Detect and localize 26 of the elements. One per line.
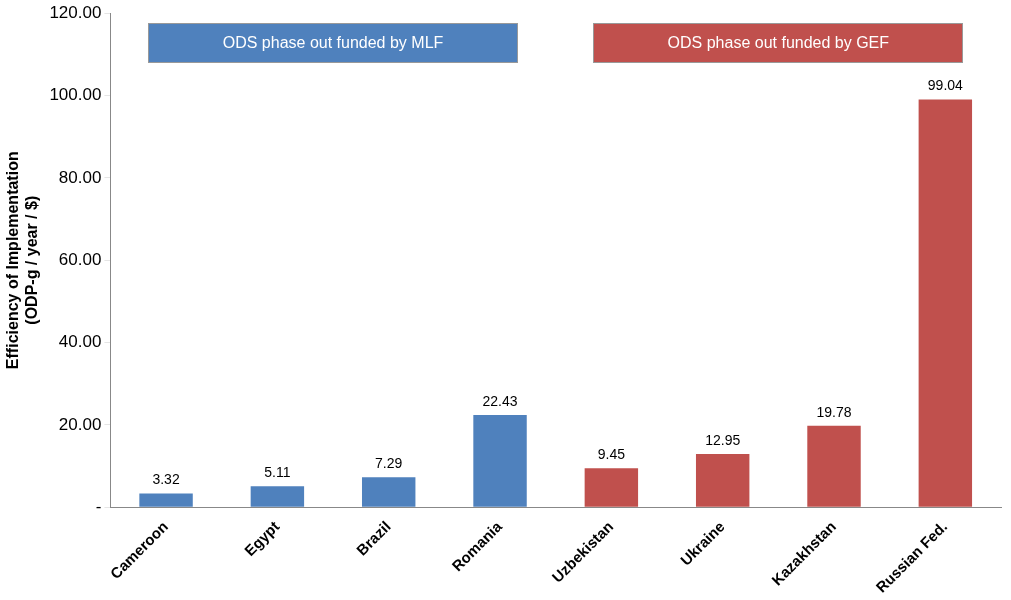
y-tick-label: -: [95, 496, 102, 516]
bar: [139, 493, 193, 507]
bar: [918, 99, 973, 507]
y-axis-title: Efficiency of Implementation (ODP-g / year / $): [4, 151, 41, 370]
y-tick-label: 20.00: [58, 414, 102, 434]
bar: [361, 477, 416, 507]
bar: [807, 425, 861, 507]
bar: [584, 468, 639, 507]
y-tick-label: 80.00: [58, 167, 102, 187]
data-label: 3.32: [152, 471, 180, 488]
data-label: 9.45: [597, 446, 626, 463]
y-tick-label: 100.00: [49, 85, 102, 105]
data-label: 12.95: [705, 431, 741, 448]
data-label: 99.04: [927, 77, 964, 94]
data-label: 19.78: [816, 403, 852, 420]
bar: [250, 486, 305, 507]
y-tick-label: 120.00: [49, 2, 102, 22]
data-label: 22.43: [482, 392, 518, 409]
bar: [473, 414, 527, 507]
data-label: 5.11: [264, 464, 291, 481]
data-label: 7.29: [375, 455, 403, 472]
y-tick-label: 40.00: [58, 332, 102, 352]
text: ODS phase out funded by MLF: [148, 23, 519, 64]
bar: [695, 453, 750, 507]
text: ODS phase out funded by GEF: [593, 23, 964, 64]
y-tick-label: 60.00: [58, 249, 102, 269]
